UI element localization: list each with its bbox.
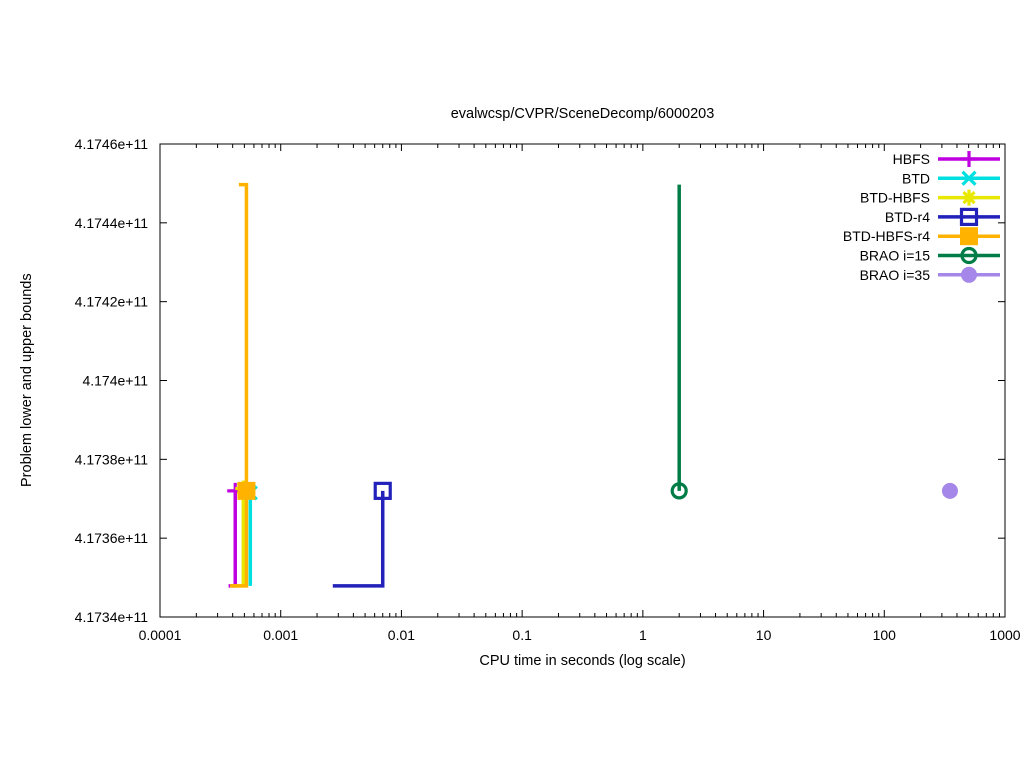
- x-tick-label: 0.1: [512, 627, 532, 643]
- series-line: [229, 182, 249, 588]
- y-tick-label: 4.1734e+11: [75, 609, 149, 625]
- series-btd-r4: [332, 481, 392, 588]
- x-tick-label: 10: [756, 627, 772, 643]
- plot-border: [159, 143, 1006, 618]
- legend-entry-btd: BTD: [902, 170, 1000, 186]
- y-axis-ticks: 4.1734e+11 4.1736e+11 4.1738e+11 4.174e+11 4…: [75, 136, 1005, 625]
- series-btd-hbfs-r4: [229, 182, 256, 588]
- y-tick-label: 4.1736e+11: [75, 530, 149, 546]
- legend-label: BRAO i=35: [860, 267, 931, 283]
- x-axis-minor-ticks: [195, 144, 1000, 617]
- x-tick-label: 1: [639, 627, 647, 643]
- y-tick-label: 4.1744e+11: [75, 215, 149, 231]
- legend-entry-btd-hbfs: BTD-HBFS: [860, 189, 1000, 206]
- series-brao-i-15: [670, 184, 688, 500]
- legend-entry-brao-i-35: BRAO i=35: [860, 266, 1000, 283]
- chart-title: evalwcsp/CVPR/SceneDecomp/6000203: [450, 106, 715, 122]
- y-tick-label: 4.174e+11: [82, 373, 148, 389]
- legend-label: BRAO i=15: [860, 248, 931, 264]
- legend-entry-hbfs: HBFS: [893, 151, 1000, 167]
- x-tick-label: 0.001: [263, 627, 298, 643]
- x-tick-label: 0.01: [388, 627, 415, 643]
- x-tick-label: 1000: [989, 627, 1020, 643]
- x-axis-label: CPU time in seconds (log scale): [479, 653, 686, 669]
- legend: HBFS BTD BTD-HBFS BTD-r4 BTD-HBFS-r4 BRAO i=1…: [843, 151, 1000, 283]
- series-line: [332, 490, 385, 588]
- legend-entry-btd-hbfs-r4: BTD-HBFS-r4: [843, 227, 1000, 246]
- legend-label: HBFS: [893, 151, 930, 167]
- series-brao-i-35: [941, 482, 958, 499]
- x-axis-ticks: 0.0001 0.001 0.01 0.1 1 10 100 1000: [139, 144, 1021, 643]
- y-axis-label: Problem lower and upper bounds: [19, 273, 35, 488]
- y-tick-label: 4.1738e+11: [75, 451, 149, 467]
- legend-label: BTD-r4: [885, 209, 930, 225]
- legend-entry-brao-i-15: BRAO i=15: [860, 246, 1000, 265]
- legend-label: BTD-HBFS-r4: [843, 228, 930, 244]
- legend-entry-btd-r4: BTD-r4: [885, 207, 1000, 226]
- series-line: [228, 490, 237, 588]
- y-tick-label: 4.1746e+11: [75, 136, 149, 152]
- y-tick-label: 4.1742e+11: [75, 294, 149, 310]
- x-tick-label: 100: [873, 627, 897, 643]
- legend-label: BTD: [902, 170, 930, 186]
- x-tick-label: 0.0001: [139, 627, 182, 643]
- legend-label: BTD-HBFS: [860, 190, 930, 206]
